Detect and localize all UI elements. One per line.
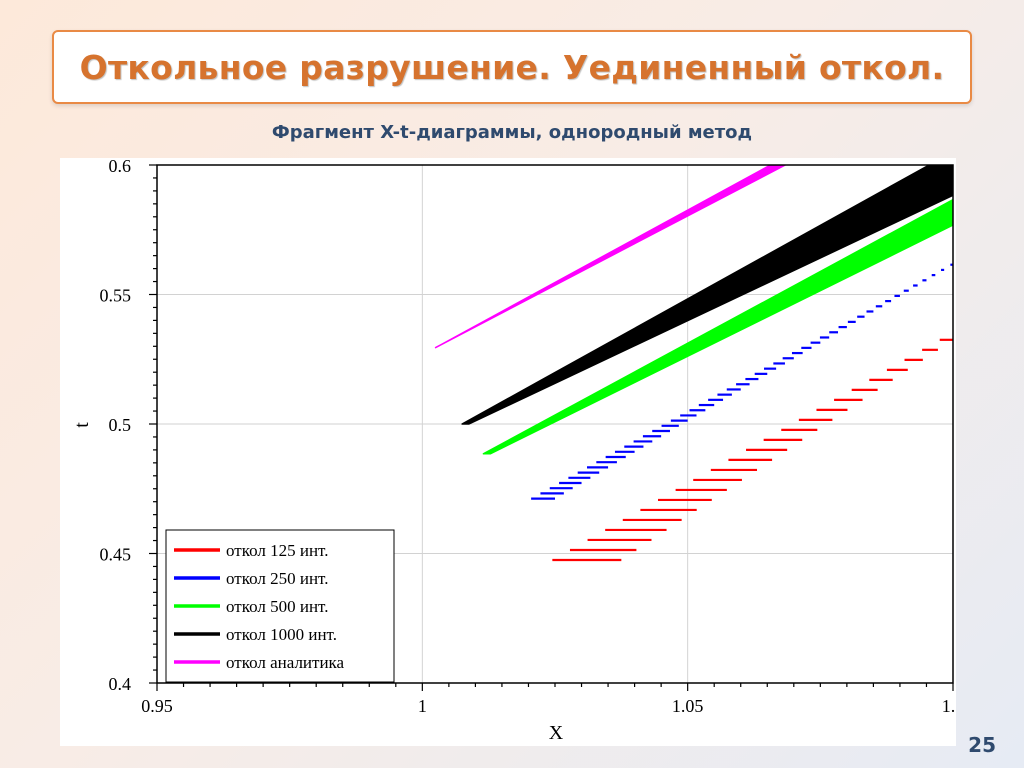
series-2-band (482, 198, 953, 455)
series-1 (531, 263, 953, 500)
y-tick-label: 0.6 (109, 158, 132, 176)
legend-label: откол 500 инт. (226, 597, 328, 616)
y-tick-label: 0.55 (100, 286, 132, 306)
plot-area (434, 165, 953, 562)
series-4 (434, 165, 787, 349)
legend: откол 125 инт. откол 250 инт. откол 500 ин… (165, 529, 395, 683)
y-axis-label: t (71, 422, 93, 428)
series-3-band (461, 165, 953, 425)
y-tick-label: 0.45 (100, 545, 132, 565)
legend-label: откол 125 инт. (226, 541, 328, 560)
xt-diagram-chart: 0.4 0.45 0.5 0.55 0.6 0.95 1 1.05 1.1 Xt откол 125… (71, 158, 956, 744)
y-tick-label: 0.4 (109, 674, 132, 694)
legend-label: откол аналитика (226, 653, 345, 672)
x-tick-label: 0.95 (141, 696, 173, 716)
series-2 (482, 198, 953, 455)
x-tick-label: 1.05 (672, 696, 704, 716)
chart-panel: 0.4 0.45 0.5 0.55 0.6 0.95 1 1.05 1.1 Xt откол 125… (60, 158, 956, 746)
series-3 (461, 165, 953, 425)
x-tick-label: 1.1 (942, 696, 956, 716)
y-tick-label: 0.5 (109, 415, 132, 435)
legend-label: откол 250 инт. (226, 569, 328, 588)
slide-title-box: Откольное разрушение. Уединенный откол. (52, 30, 972, 104)
slide-title: Откольное разрушение. Уединенный откол. (79, 47, 945, 87)
x-axis-label: X (549, 722, 564, 744)
chart-subtitle: Фрагмент X-t-диаграммы, однородный метод (271, 122, 753, 143)
series-0 (552, 338, 953, 562)
page-number: 25 (968, 733, 996, 757)
legend-label: откол 1000 инт. (226, 625, 337, 644)
series-4-band (434, 165, 787, 349)
x-tick-label: 1 (418, 696, 427, 716)
